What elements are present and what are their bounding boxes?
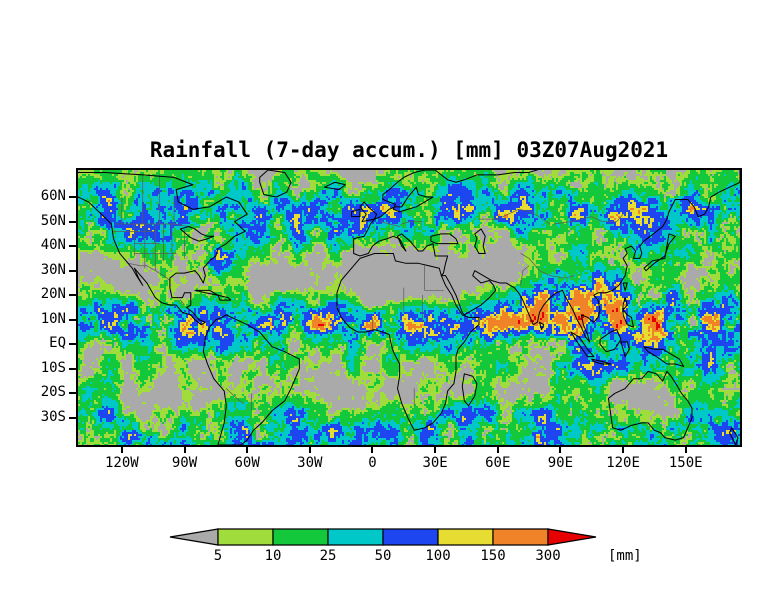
colorbar bbox=[169, 528, 597, 546]
colorbar-right-arrow bbox=[547, 528, 597, 546]
colorbar-segment bbox=[382, 528, 439, 546]
colorbar-segment bbox=[492, 528, 549, 546]
colorbar-tick-label: 10 bbox=[264, 548, 282, 564]
y-tick-label: 10N bbox=[40, 310, 66, 327]
y-axis-tick bbox=[69, 294, 76, 297]
x-axis-tick bbox=[120, 447, 123, 453]
colorbar-left-arrow bbox=[169, 528, 219, 546]
y-tick-label: 30S bbox=[40, 408, 66, 425]
y-tick-label: 20S bbox=[40, 384, 66, 401]
colorbar-segment bbox=[327, 528, 384, 546]
x-axis-tick bbox=[308, 447, 311, 453]
x-axis-tick bbox=[371, 447, 374, 453]
y-axis-tick bbox=[69, 245, 76, 248]
x-tick-label: 30W bbox=[297, 455, 323, 471]
x-axis-tick bbox=[183, 447, 186, 453]
x-axis-tick bbox=[434, 447, 437, 453]
x-tick-label: 60E bbox=[485, 455, 511, 471]
colorbar-segment bbox=[272, 528, 329, 546]
colorbar-segment bbox=[437, 528, 494, 546]
x-tick-label: 120W bbox=[104, 455, 139, 471]
colorbar-tick-label: 100 bbox=[425, 548, 451, 564]
x-tick-label: 60W bbox=[234, 455, 260, 471]
y-tick-label: 30N bbox=[40, 261, 66, 278]
y-axis-tick bbox=[69, 392, 76, 395]
x-axis-tick bbox=[622, 447, 625, 453]
y-tick-label: 40N bbox=[40, 237, 66, 254]
y-tick-label: 50N bbox=[40, 212, 66, 229]
y-tick-label: EQ bbox=[49, 335, 66, 352]
y-axis-tick bbox=[69, 220, 76, 223]
colorbar-tick-label: 300 bbox=[535, 548, 561, 564]
x-tick-label: 30E bbox=[422, 455, 448, 471]
y-axis-tick bbox=[69, 367, 76, 370]
colorbar-tick-label: 25 bbox=[319, 548, 337, 564]
colorbar-tick-label: 150 bbox=[480, 548, 506, 564]
x-tick-label: 120E bbox=[606, 455, 640, 471]
y-axis-tick bbox=[69, 343, 76, 346]
colorbar-tick-label: 50 bbox=[374, 548, 392, 564]
y-tick-label: 60N bbox=[40, 188, 66, 204]
colorbar-tick-label: 5 bbox=[213, 548, 223, 564]
y-axis-tick bbox=[69, 196, 76, 198]
map-frame bbox=[76, 168, 742, 447]
y-tick-label: 10S bbox=[40, 359, 66, 376]
x-tick-label: 150E bbox=[668, 455, 703, 471]
y-axis-tick bbox=[69, 269, 76, 272]
x-axis-tick bbox=[496, 447, 499, 453]
x-tick-label: 0 bbox=[368, 455, 377, 471]
y-axis-tick bbox=[69, 318, 76, 321]
x-tick-label: 90E bbox=[547, 455, 574, 471]
colorbar-segment bbox=[217, 528, 274, 546]
x-tick-label: 90W bbox=[171, 455, 198, 471]
plot-title: Rainfall (7-day accum.) [mm] 03Z07Aug202… bbox=[149, 138, 669, 162]
y-axis-tick bbox=[69, 416, 76, 419]
rainfall-map-canvas bbox=[78, 170, 740, 445]
x-axis-tick bbox=[684, 447, 687, 453]
y-tick-label: 20N bbox=[40, 286, 66, 303]
colorbar-units-label: [mm] bbox=[608, 548, 642, 564]
x-axis-tick bbox=[559, 447, 562, 453]
x-axis-tick bbox=[246, 447, 249, 453]
